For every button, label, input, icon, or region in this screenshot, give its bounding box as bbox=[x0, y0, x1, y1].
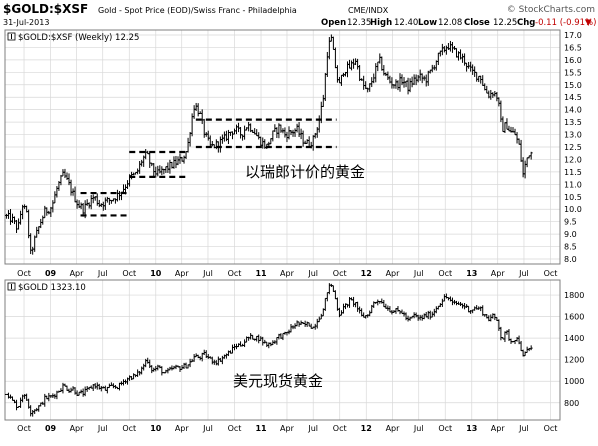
x-tick-label: Apr bbox=[491, 424, 506, 433]
x-tick-label: Jul bbox=[307, 424, 318, 433]
y-tick-label: 16.5 bbox=[564, 43, 582, 52]
y-tick-label: 12.5 bbox=[564, 143, 582, 152]
legend-label: $GOLD:$XSF (Weekly) 12.25 bbox=[18, 33, 139, 43]
x-tick-label: Apr bbox=[280, 269, 295, 278]
y-tick-label: 9.5 bbox=[564, 218, 577, 227]
legend-label: $GOLD 1323.10 bbox=[18, 283, 86, 293]
chart-annotation: 以瑞郎计价的黄金 bbox=[245, 163, 365, 181]
x-tick-label: Jul bbox=[307, 269, 318, 278]
down-arrow-icon: ▼ bbox=[585, 18, 592, 28]
price-bars bbox=[4, 34, 533, 255]
x-tick-label: Apr bbox=[70, 424, 85, 433]
low-value: 12.08 bbox=[438, 18, 462, 28]
chf-gold-panel: 8.0 8.5 9.0 9.5 10.0 10.5 11.0 11.5 12.0 12.5 13.0… bbox=[4, 29, 582, 278]
y-tick-label: 10.5 bbox=[564, 193, 582, 202]
y-tick-label: 10.0 bbox=[564, 205, 582, 214]
y-tick-label: 14.5 bbox=[564, 93, 582, 102]
y-tick-label: 1200 bbox=[564, 356, 584, 365]
open-value: 12.35 bbox=[347, 18, 371, 28]
y-tick-label: 1600 bbox=[564, 313, 584, 322]
x-tick-label: 12 bbox=[361, 424, 372, 433]
y-tick-label: 11.5 bbox=[564, 168, 582, 177]
x-tick-label: Apr bbox=[491, 269, 506, 278]
x-tick-label: Oct bbox=[333, 269, 347, 278]
x-tick-label: Jul bbox=[518, 269, 529, 278]
y-tick-label: 1400 bbox=[564, 334, 584, 343]
x-tick-label: Jul bbox=[202, 424, 213, 433]
x-tick-label: 09 bbox=[45, 424, 57, 433]
open-label: Open bbox=[321, 18, 346, 28]
high-value: 12.40 bbox=[394, 18, 418, 28]
x-tick-label: 13 bbox=[466, 424, 477, 433]
y-tick-label: 17.0 bbox=[564, 31, 582, 40]
x-tick-label: Oct bbox=[333, 424, 347, 433]
x-tick-label: Apr bbox=[70, 269, 85, 278]
x-tick-label: Apr bbox=[175, 269, 190, 278]
plot-border bbox=[4, 29, 561, 265]
x-tick-label: 11 bbox=[255, 424, 267, 433]
x-tick-label: Oct bbox=[122, 269, 136, 278]
y-tick-label: 1000 bbox=[564, 377, 584, 386]
plot-frame bbox=[4, 279, 561, 421]
close-label: Close bbox=[464, 18, 490, 28]
x-tick-label: Jul bbox=[97, 424, 108, 433]
x-tick-label: 10 bbox=[150, 424, 162, 433]
x-tick-label: Oct bbox=[228, 424, 242, 433]
price-bars bbox=[4, 283, 533, 417]
chart-annotation: 美元现货黄金 bbox=[233, 372, 323, 390]
y-tick-label: 16.0 bbox=[564, 56, 582, 65]
close-value: 12.25 bbox=[493, 18, 517, 28]
x-tick-label: Oct bbox=[17, 269, 31, 278]
x-tick-label: 13 bbox=[466, 269, 477, 278]
symbol-description: Gold - Spot Price (EOD)/Swiss Franc - Ph… bbox=[98, 6, 297, 15]
y-tick-label: 14.0 bbox=[564, 106, 582, 115]
x-tick-label: Oct bbox=[228, 269, 242, 278]
y-tick-label: 8.0 bbox=[564, 255, 577, 264]
plot-border bbox=[4, 279, 561, 421]
y-tick-label: 9.0 bbox=[564, 230, 577, 239]
x-tick-label: Oct bbox=[17, 424, 31, 433]
y-tick-label: 13.0 bbox=[564, 131, 582, 140]
high-label: High bbox=[370, 18, 392, 28]
x-tick-label: Jul bbox=[413, 424, 424, 433]
x-tick-label: Oct bbox=[438, 269, 452, 278]
y-tick-label: 15.0 bbox=[564, 81, 582, 90]
y-tick-label: 13.5 bbox=[564, 118, 582, 127]
x-tick-label: Oct bbox=[544, 269, 558, 278]
date-label: 31-Jul-2013 bbox=[3, 18, 49, 27]
x-tick-label: Oct bbox=[438, 424, 452, 433]
brand-logo: © StockCharts.com bbox=[507, 5, 595, 15]
series-legend: $GOLD:$XSF (Weekly) 12.25 bbox=[7, 32, 139, 43]
y-tick-label: 800 bbox=[564, 399, 579, 408]
x-tick-label: Apr bbox=[175, 424, 190, 433]
x-tick-label: Jul bbox=[97, 269, 108, 278]
x-tick-label: Jul bbox=[413, 269, 424, 278]
y-tick-label: 1800 bbox=[564, 291, 584, 300]
series-legend: $GOLD 1323.10 bbox=[7, 282, 86, 293]
x-tick-label: 10 bbox=[150, 269, 162, 278]
y-tick-label: 12.0 bbox=[564, 155, 582, 164]
x-tick-label: 09 bbox=[45, 269, 57, 278]
exchange-label: CME/INDX bbox=[348, 6, 389, 15]
x-tick-label: Apr bbox=[386, 269, 401, 278]
x-tick-label: Oct bbox=[544, 424, 558, 433]
x-tick-label: Oct bbox=[122, 424, 136, 433]
x-tick-label: Jul bbox=[518, 424, 529, 433]
y-tick-label: 8.5 bbox=[564, 243, 577, 252]
x-tick-label: Apr bbox=[386, 424, 401, 433]
usd-gold-panel: 800 1000 1200 1400 1600 1800 Oct 09 Apr Jul Oct 10 A… bbox=[4, 279, 584, 433]
low-label: Low bbox=[418, 18, 437, 28]
x-tick-label: 12 bbox=[361, 269, 372, 278]
x-tick-label: Jul bbox=[202, 269, 213, 278]
y-tick-label: 15.5 bbox=[564, 68, 582, 77]
chg-value: -0.11 (-0.91%) bbox=[535, 18, 596, 28]
symbol-title: $GOLD:$XSF bbox=[3, 2, 88, 16]
x-tick-label: Apr bbox=[280, 424, 295, 433]
y-tick-label: 11.0 bbox=[564, 180, 582, 189]
chg-label: Chg bbox=[517, 18, 535, 28]
x-tick-label: 11 bbox=[255, 269, 267, 278]
